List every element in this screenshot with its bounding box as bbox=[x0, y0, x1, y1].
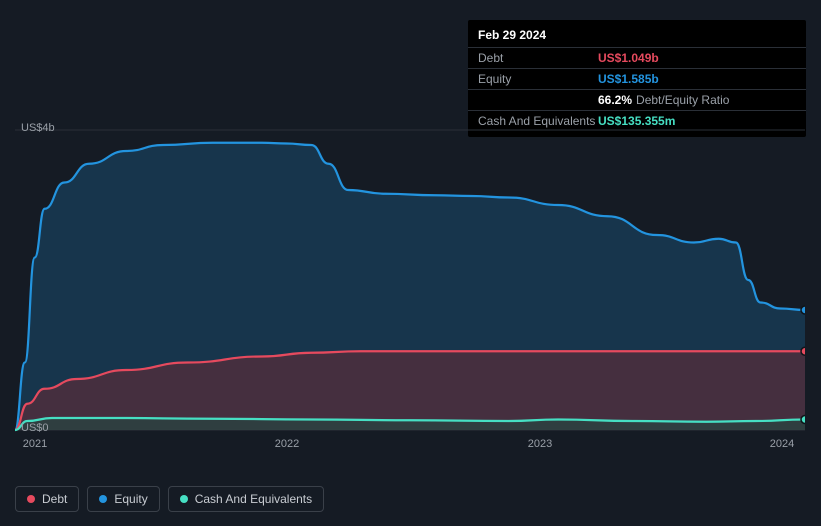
tooltip-row-value: US$1.049b bbox=[598, 51, 659, 65]
x-axis-label: 2023 bbox=[528, 438, 552, 450]
tooltip-row-label bbox=[478, 93, 598, 107]
chart-tooltip: Feb 29 2024 DebtUS$1.049bEquityUS$1.585b… bbox=[468, 20, 806, 137]
legend-item-debt[interactable]: Debt bbox=[15, 486, 79, 512]
equity-color-dot bbox=[99, 495, 107, 503]
financial-area-chart: US$0US$4b 2021202220232024 bbox=[15, 125, 805, 440]
debt-color-dot bbox=[27, 495, 35, 503]
tooltip-row-extra: Debt/Equity Ratio bbox=[636, 93, 729, 107]
legend-label: Equity bbox=[114, 492, 147, 506]
cash-color-dot bbox=[180, 495, 188, 503]
x-axis-label: 2021 bbox=[23, 438, 47, 450]
legend-item-equity[interactable]: Equity bbox=[87, 486, 159, 512]
tooltip-date: Feb 29 2024 bbox=[468, 26, 806, 47]
legend-item-cash[interactable]: Cash And Equivalents bbox=[168, 486, 324, 512]
y-axis-label: US$4b bbox=[21, 122, 55, 134]
tooltip-row-value: US$1.585b bbox=[598, 72, 659, 86]
legend-label: Debt bbox=[42, 492, 67, 506]
x-axis-label: 2022 bbox=[275, 438, 299, 450]
x-axis-label: 2024 bbox=[770, 438, 794, 450]
chart-legend: Debt Equity Cash And Equivalents bbox=[15, 486, 324, 512]
tooltip-row-label: Equity bbox=[478, 72, 598, 86]
tooltip-row: EquityUS$1.585b bbox=[468, 68, 806, 89]
y-axis-label: US$0 bbox=[21, 422, 49, 434]
legend-label: Cash And Equivalents bbox=[195, 492, 312, 506]
chart-svg bbox=[15, 125, 805, 440]
tooltip-row-label: Debt bbox=[478, 51, 598, 65]
tooltip-row-value: 66.2% bbox=[598, 93, 632, 107]
tooltip-row: DebtUS$1.049b bbox=[468, 47, 806, 68]
tooltip-row: 66.2% Debt/Equity Ratio bbox=[468, 89, 806, 110]
